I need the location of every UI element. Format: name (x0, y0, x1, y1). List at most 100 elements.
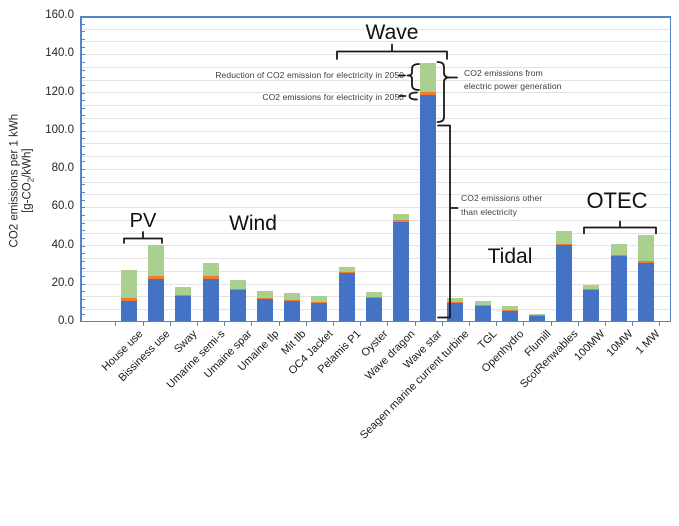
gridline (80, 245, 671, 247)
bar-segment (637, 234, 654, 261)
bar-segment (257, 299, 273, 322)
y-tick-label: 140.0 (45, 47, 74, 60)
bar-segment (474, 300, 491, 305)
bar-segment (229, 279, 246, 290)
bar-segment (229, 290, 246, 322)
y-tick-label: 20.0 (51, 276, 74, 289)
bar-segment (583, 289, 600, 322)
bar-segment (365, 292, 382, 297)
y-minor-tick (80, 77, 85, 79)
bar-segment (175, 295, 192, 297)
bar-segment (610, 243, 627, 255)
bar-segment (529, 313, 545, 316)
gridline (80, 28, 671, 30)
y-minor-tick (80, 169, 85, 170)
bar-segment (148, 245, 165, 276)
bar-segment (393, 219, 409, 222)
bar-segment (365, 297, 382, 322)
gridline (80, 92, 671, 94)
gridline (80, 143, 671, 145)
y-minor-tick (80, 253, 85, 255)
bar-segment (393, 213, 409, 220)
y-tick-label: 40.0 (51, 238, 74, 251)
x-boundary-tick (550, 322, 552, 326)
x-boundary-tick (197, 322, 198, 326)
bar-segment (529, 316, 545, 322)
y-minor-tick (80, 191, 85, 193)
bar-segment (556, 244, 573, 322)
bar-segment (311, 303, 328, 322)
gridline (80, 41, 671, 43)
group-label-wave: Wave (365, 21, 419, 44)
x-boundary-tick (387, 322, 389, 326)
bar-segment (121, 297, 137, 301)
x-boundary-tick (523, 322, 525, 326)
x-boundary-tick (605, 322, 606, 326)
x-boundary-tick (251, 322, 253, 326)
bar-segment (420, 91, 437, 96)
bar-segment (447, 302, 464, 322)
y-minor-tick (80, 38, 85, 40)
y-minor-tick (80, 46, 85, 48)
y-minor-tick (80, 314, 85, 316)
gridline (80, 79, 671, 81)
y-minor-tick (80, 31, 85, 33)
bar-segment (338, 271, 355, 274)
x-boundary-tick (577, 322, 579, 326)
bar-segment (148, 278, 165, 322)
y-minor-tick (80, 61, 85, 63)
gridline (80, 117, 671, 119)
bar-segment (338, 266, 355, 272)
bar-segment (257, 291, 273, 299)
bar-segment (474, 304, 491, 306)
x-boundary-tick (278, 322, 280, 326)
y-minor-tick (80, 214, 85, 216)
y-minor-tick (80, 237, 85, 239)
bar-segment (501, 310, 518, 322)
y-minor-tick (80, 245, 85, 247)
bar-segment (311, 295, 328, 303)
group-label-otec: OTEC (586, 188, 648, 213)
gridline (80, 181, 671, 183)
group-label-tidal: Tidal (487, 245, 533, 268)
bar-segment (556, 231, 573, 244)
y-tick-label: 160.0 (45, 9, 74, 21)
x-boundary-tick (224, 322, 226, 326)
gridline (80, 156, 671, 158)
x-boundary-tick (469, 322, 470, 326)
plot-area (80, 16, 671, 322)
y-minor-tick (80, 176, 85, 178)
y-minor-tick (80, 84, 85, 86)
y-minor-tick (80, 260, 85, 262)
gridline (80, 130, 671, 132)
y-minor-tick (80, 184, 85, 186)
bar-segment (637, 262, 654, 322)
bar-segment (474, 305, 491, 322)
group-label-wind: Wind (229, 212, 277, 235)
bar-segment (393, 221, 409, 322)
bar-segment (338, 273, 355, 322)
gridline (80, 66, 671, 68)
y-minor-tick (80, 69, 85, 71)
y-minor-tick (80, 115, 85, 117)
x-boundary-tick (169, 322, 171, 326)
bar-segment (420, 95, 437, 322)
bar-segment (202, 278, 219, 322)
y-minor-tick (80, 230, 85, 232)
plot-border (80, 16, 671, 18)
bar-segment (311, 302, 328, 304)
plot-border (669, 16, 671, 322)
x-boundary-tick (659, 322, 661, 326)
y-minor-tick (80, 161, 85, 163)
gridline (80, 194, 671, 196)
bar-segment (148, 275, 165, 279)
group-label-pv: PV (129, 210, 157, 232)
y-minor-tick (80, 299, 85, 301)
x-boundary-tick (142, 322, 144, 326)
bar-segment (175, 287, 192, 296)
y-minor-tick (80, 306, 85, 308)
bar-segment (501, 306, 518, 310)
bar-segment (447, 297, 464, 302)
y-tick-label: 0.0 (58, 315, 74, 327)
bar-segment (175, 296, 192, 322)
